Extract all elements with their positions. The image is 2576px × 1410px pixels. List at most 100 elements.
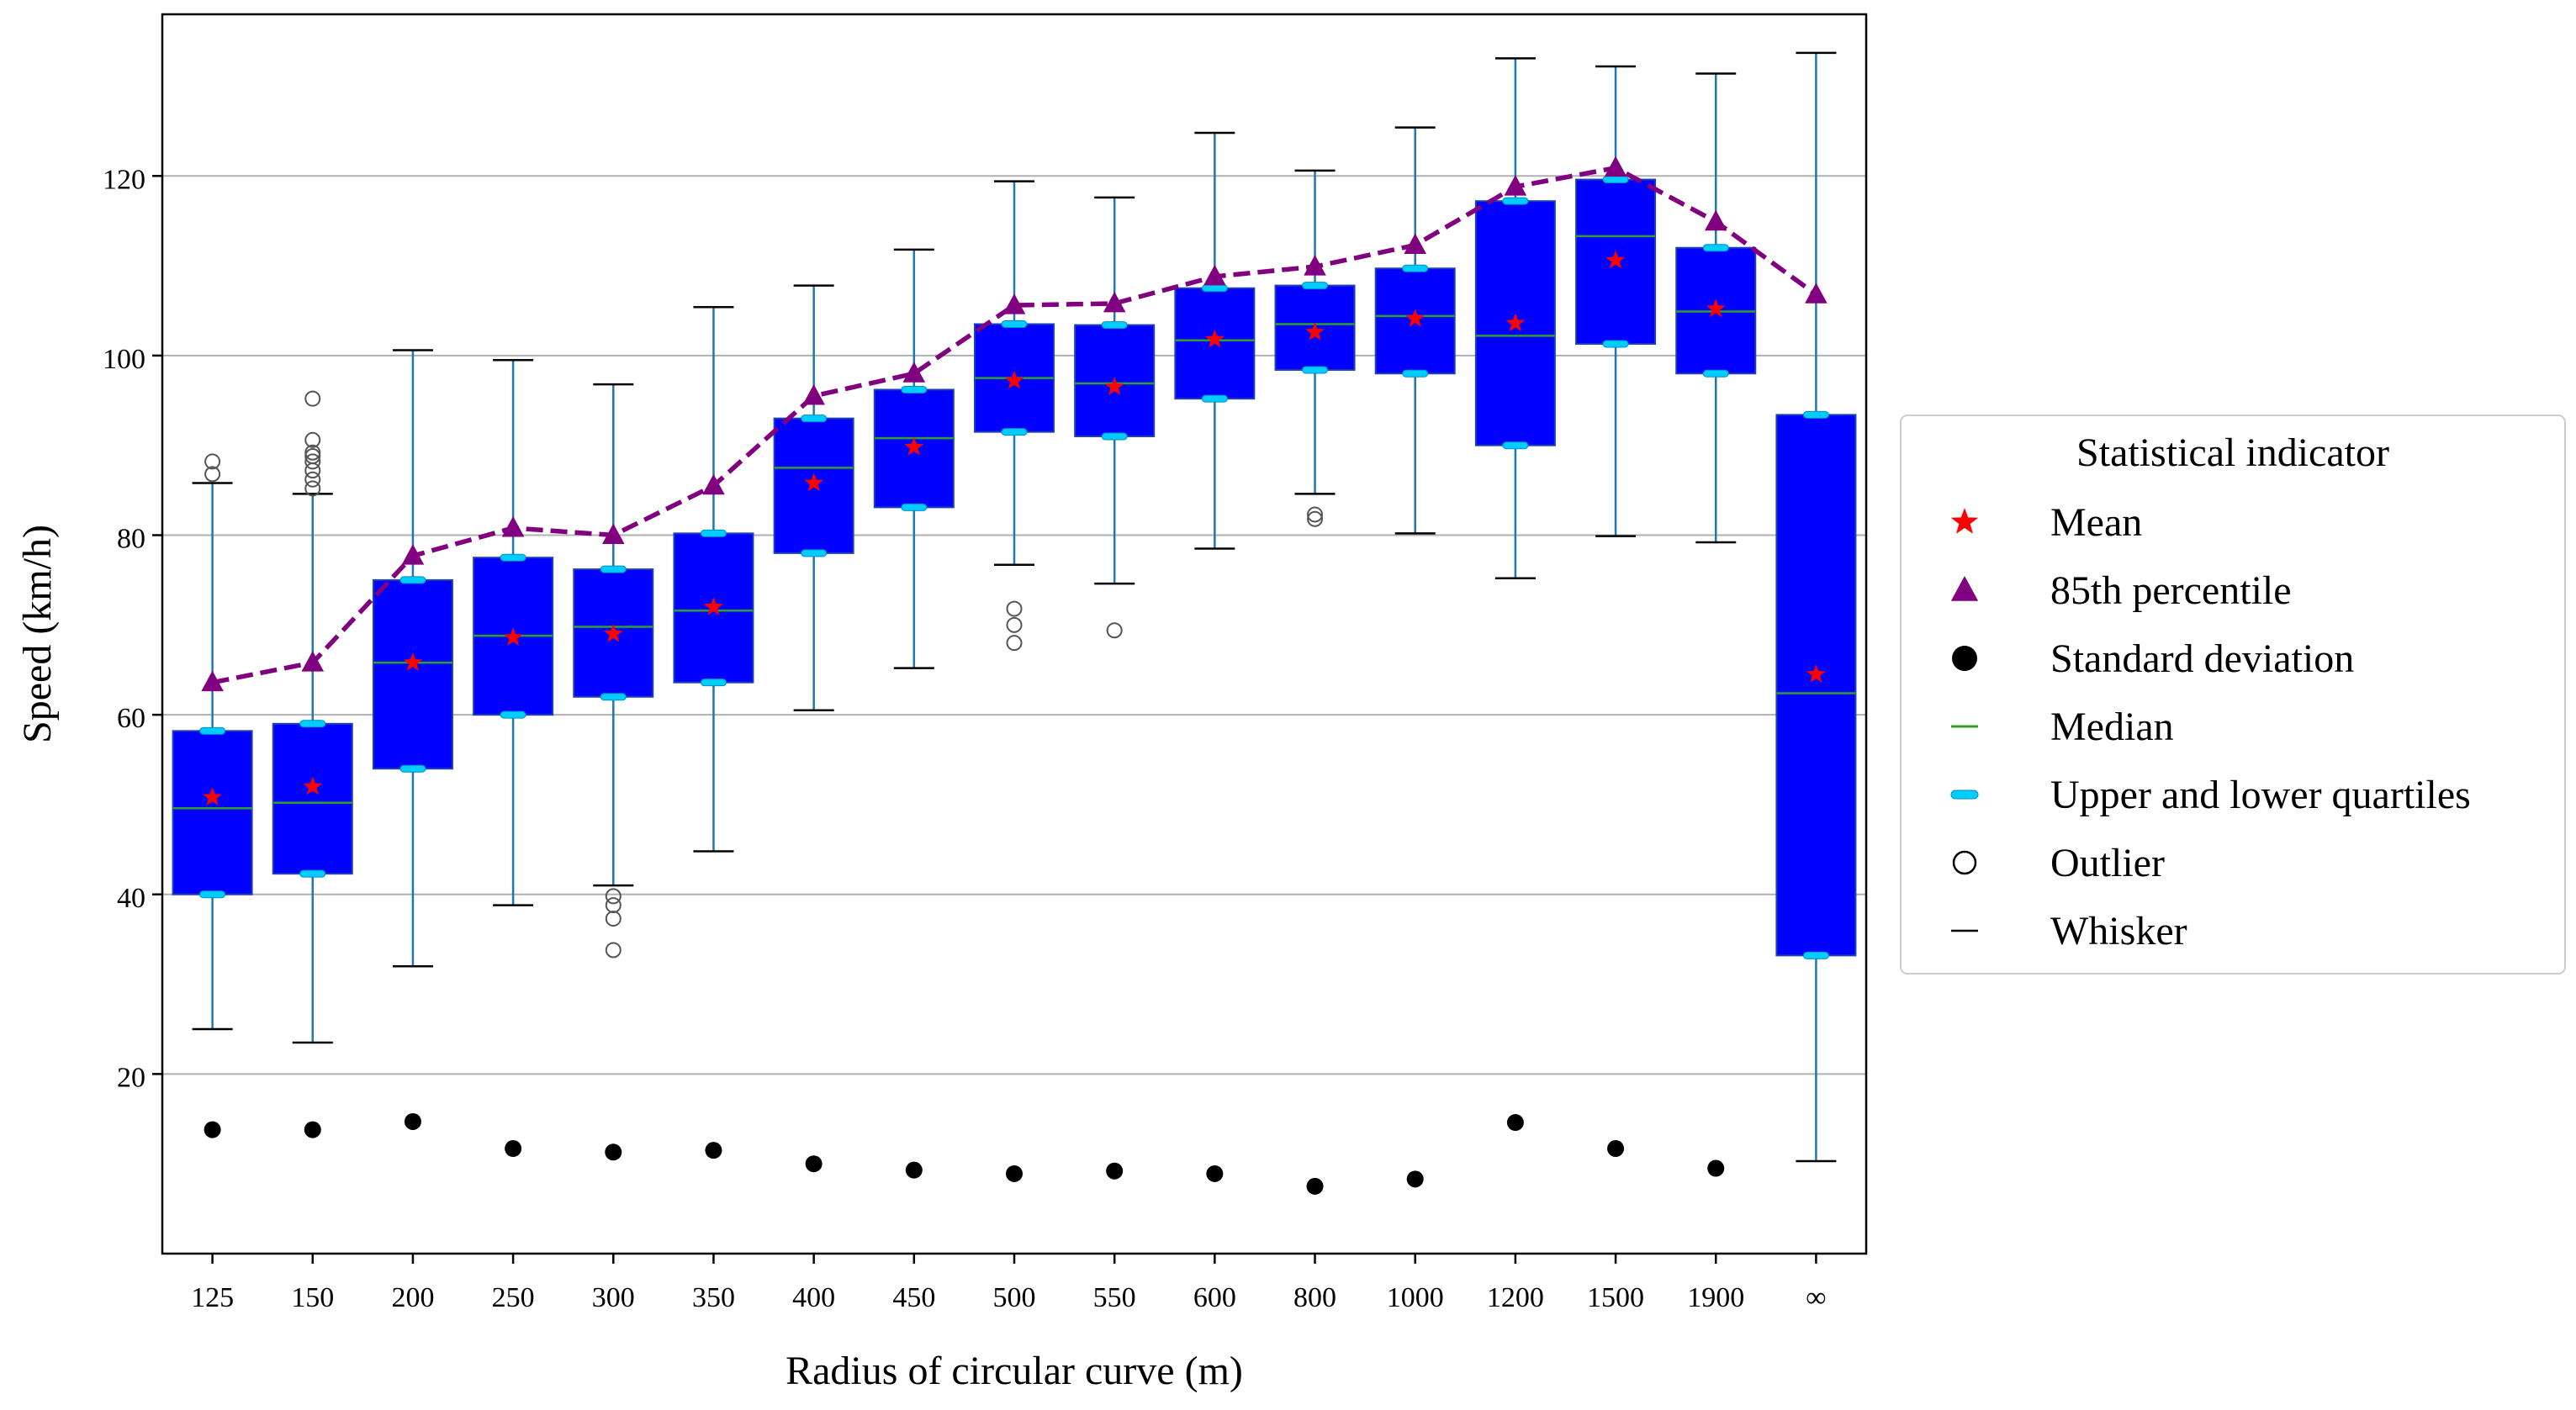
std-dev-marker — [705, 1142, 722, 1159]
legend-std-dev-icon — [1952, 646, 1977, 671]
outlier-point — [304, 453, 321, 470]
mean-marker — [403, 652, 423, 671]
mean-marker — [303, 776, 323, 795]
std-dev-marker — [505, 1140, 522, 1158]
box — [372, 578, 453, 770]
outlier-point — [1307, 510, 1324, 527]
quartile-marker-lower — [299, 869, 326, 878]
outlier-point — [605, 942, 622, 958]
std-dev-marker — [1707, 1159, 1725, 1177]
quartile-marker-upper — [1302, 282, 1329, 290]
quartile-marker-lower — [1001, 428, 1028, 436]
p85-marker — [1203, 264, 1226, 286]
quartile-marker-lower — [1802, 951, 1829, 959]
std-dev-marker — [1006, 1164, 1023, 1182]
std-dev-marker — [905, 1161, 923, 1179]
quartile-marker-lower — [1502, 441, 1529, 450]
quartile-marker-lower — [1602, 340, 1629, 348]
quartile-marker-lower — [1402, 369, 1429, 378]
p85-marker — [1504, 175, 1527, 196]
x-tick-label: 550 — [1093, 1282, 1136, 1313]
x-tick-label: 250 — [492, 1282, 535, 1313]
quartile-marker-upper — [700, 529, 727, 537]
x-tick-label: 400 — [792, 1282, 835, 1313]
x-tick-label: 350 — [692, 1282, 735, 1313]
outlier-point — [1106, 622, 1123, 639]
p85-marker — [301, 651, 325, 672]
legend-title: Statistical indicator — [2076, 430, 2389, 475]
quartile-marker-upper — [1702, 244, 1729, 252]
legend-frame — [1900, 415, 2566, 974]
mean-marker — [1204, 329, 1225, 348]
legend-label-median: Median — [2050, 705, 2174, 749]
outlier-point — [1307, 506, 1324, 523]
outlier-point — [1006, 600, 1023, 617]
std-dev-marker — [1506, 1114, 1524, 1132]
plot-frame — [161, 13, 1868, 1255]
quartile-marker-upper — [299, 720, 326, 728]
std-dev-marker — [404, 1112, 421, 1130]
legend-label-whisker: Whisker — [2050, 909, 2187, 953]
x-tick-label: 150 — [291, 1282, 334, 1313]
quartile-marker-upper — [1602, 176, 1629, 184]
mean-marker — [1706, 298, 1726, 318]
legend-outlier-icon — [1952, 850, 1977, 875]
outlier-point — [304, 390, 321, 407]
mean-marker — [203, 787, 222, 806]
y-axis-title: Speed (km/h) — [15, 525, 60, 743]
x-tick-label: 600 — [1193, 1282, 1236, 1313]
quartile-marker-lower — [801, 549, 828, 557]
y-tick-label: 40 — [117, 883, 145, 914]
x-tick-label: 1900 — [1687, 1282, 1744, 1313]
quartile-marker-lower — [500, 710, 526, 719]
outlier-point — [304, 480, 321, 497]
outlier-point — [304, 431, 321, 448]
outlier-point — [304, 471, 321, 488]
x-tick-label: 500 — [993, 1282, 1036, 1313]
quartile-marker-upper — [1802, 410, 1829, 419]
p85-marker — [702, 473, 725, 495]
std-dev-marker — [1607, 1140, 1625, 1158]
legend-mean-icon — [1950, 508, 1979, 534]
quartile-marker-upper — [1001, 320, 1028, 328]
quartile-marker-upper — [600, 565, 627, 573]
std-dev-marker — [1406, 1170, 1424, 1188]
quartile-marker-upper — [1101, 321, 1128, 330]
x-axis: 125 150 200 250 300 350 400 450 500 550 600 800 1000… — [191, 1254, 1827, 1313]
p85-line — [212, 165, 1818, 685]
outlier-point — [304, 444, 321, 461]
y-tick-label: 120 — [103, 164, 145, 195]
mean-marker — [503, 627, 523, 646]
box — [272, 722, 353, 875]
outlier-point — [304, 448, 321, 465]
mean-marker — [1405, 309, 1426, 327]
outlier-point — [1006, 616, 1023, 633]
quartile-marker-upper — [1201, 284, 1228, 293]
mean-marker — [1806, 664, 1826, 683]
y-tick-label: 80 — [117, 524, 145, 555]
legend-label-mean: Mean — [2050, 500, 2142, 545]
quartile-marker-lower — [199, 890, 226, 899]
quartile-marker-lower — [600, 693, 627, 701]
std-dev-marker — [1106, 1162, 1124, 1180]
x-tick-label: ∞ — [1806, 1282, 1826, 1313]
quartile-marker-upper — [199, 726, 226, 735]
p85-marker — [501, 515, 525, 537]
x-tick-label: 125 — [191, 1282, 234, 1313]
quartile-marker-lower — [1302, 366, 1329, 374]
p85-marker — [802, 383, 825, 405]
p85-marker — [401, 544, 425, 565]
mean-marker — [704, 596, 723, 615]
p85-marker — [1404, 233, 1427, 255]
mean-marker — [1104, 377, 1124, 395]
y-tick-label: 60 — [117, 703, 145, 734]
quartile-marker-lower — [1702, 369, 1729, 378]
quartile-marker-lower — [1101, 432, 1128, 441]
quartile-marker-upper — [399, 576, 426, 584]
quartile-marker-upper — [801, 415, 828, 423]
quartile-marker-upper — [500, 553, 526, 562]
quartile-marker-lower — [399, 764, 426, 773]
x-axis-title: Radius of circular curve (m) — [785, 1349, 1243, 1393]
legend-label-quartiles: Upper and lower quartiles — [2050, 773, 2471, 817]
legend-label-p85: 85th percentile — [2050, 568, 2292, 613]
